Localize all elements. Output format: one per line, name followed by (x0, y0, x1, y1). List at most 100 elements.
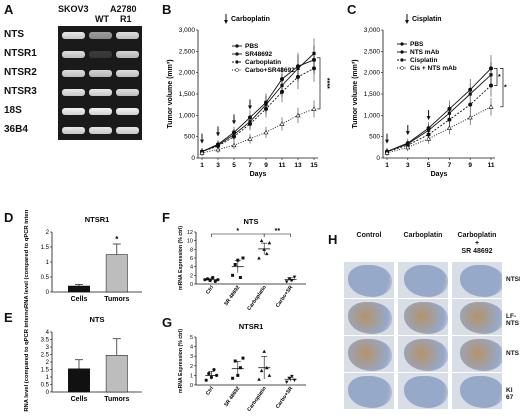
ihc-image-tile (452, 299, 502, 335)
panel-g-label: G (162, 315, 173, 330)
y-tick-label: 3,000 (179, 27, 196, 34)
panel-f: F NTS 0 2 4 6 8 10 12 mRNA Expression (% ctrl) Ct… (160, 210, 320, 315)
legend-label: SR48692 (245, 51, 272, 58)
category-label: Carboplatin (246, 386, 267, 412)
gel-band (62, 127, 85, 134)
y-tick-label: 1.5 (41, 368, 50, 374)
data-point (295, 112, 301, 118)
gel-row (58, 83, 142, 102)
data-point (241, 356, 245, 360)
y-tick-label: 4 (190, 345, 193, 351)
tissue-section (460, 339, 502, 371)
panel-c-label: C (347, 2, 357, 17)
x-tick-label: 7 (448, 162, 452, 169)
data-point (232, 134, 237, 139)
significance-label: * (236, 228, 239, 235)
x-tick-label: 3 (406, 162, 410, 169)
ihc-image-tile (344, 373, 394, 409)
ihc-image-tile (344, 336, 394, 372)
series-line (201, 59, 315, 153)
y-tick-label: 2,000 (364, 70, 381, 77)
data-point (238, 276, 242, 279)
chart-title: NTSR1 (239, 322, 264, 331)
gel-band (89, 89, 112, 96)
data-point (231, 273, 235, 277)
legend-marker (235, 44, 239, 48)
data-point (263, 129, 269, 135)
ihc-row-label: LF-NTS (506, 313, 519, 327)
data-point (264, 106, 269, 111)
data-point (292, 275, 297, 279)
data-point (312, 66, 317, 71)
y-tick-label: 10 (187, 239, 193, 245)
panel-d-label: D (4, 210, 14, 225)
gel-band (116, 70, 139, 77)
ihc-row-label: NTSR1 (506, 276, 520, 283)
legend-marker (400, 42, 404, 46)
ihc-column-title: Control (356, 232, 382, 239)
y-tick-label: 1 (190, 373, 193, 379)
y-tick-label: 2 (46, 230, 50, 236)
data-point (265, 251, 269, 256)
ihc-image-tile (452, 336, 502, 372)
tissue-section (348, 302, 392, 334)
y-tick-label: 0 (190, 383, 193, 389)
data-point (468, 92, 472, 96)
data-point (262, 349, 266, 353)
series-line (386, 106, 492, 154)
tissue-section (348, 339, 392, 371)
category-label: Tumors (104, 296, 129, 303)
data-point (213, 279, 217, 283)
ihc-row-label: NTS (506, 350, 519, 357)
y-tick-label: 1.5 (41, 245, 50, 251)
x-tick-label: 9 (264, 162, 268, 169)
x-tick-label: 3 (216, 162, 220, 169)
gel-band (62, 89, 85, 96)
data-point (405, 144, 411, 150)
y-tick-label: 3,000 (364, 27, 381, 34)
x-tick-label: 5 (232, 162, 236, 169)
y-axis-label: Tumor volume (mm³) (167, 59, 174, 128)
series-line (386, 68, 492, 153)
significance-bracket (263, 233, 291, 237)
series-line (386, 74, 492, 153)
x-tick-label: 11 (488, 162, 495, 169)
ihc-image-tile (344, 299, 394, 335)
x-tick-label: 15 (310, 162, 318, 169)
gel-row (58, 64, 142, 83)
gel-row (58, 121, 142, 140)
panel-e: E NTS 0 0.5 1 1.5 2 2.5 3 3.5 4 NTS mRNA level (co… (0, 294, 160, 417)
gel-band (62, 51, 85, 58)
y-tick-label: 1,500 (364, 91, 381, 98)
x-tick-label: 13 (294, 162, 302, 169)
legend-marker (400, 50, 404, 54)
significance-bracket (317, 57, 321, 110)
category-label: Carbo+SR (275, 386, 295, 410)
data-point (267, 241, 272, 245)
data-point (312, 51, 316, 56)
panel-f-label: F (162, 210, 170, 225)
significance-bracket (500, 68, 504, 108)
data-point (259, 368, 264, 373)
gel-band (116, 127, 139, 134)
data-point (468, 102, 473, 107)
significance-label: * (115, 235, 119, 244)
data-point (257, 377, 261, 381)
gel-band (116, 108, 139, 115)
sub-title-r1: R1 (120, 14, 132, 24)
y-axis-label: mRNA Expression (% ctrl) (178, 226, 184, 290)
y-tick-label: 3 (190, 354, 193, 360)
data-point (259, 238, 264, 243)
legend-label: Carboplatin (245, 59, 281, 66)
tissue-section (460, 376, 502, 408)
x-tick-label: 7 (248, 162, 252, 169)
y-tick-label: 3 (46, 345, 50, 351)
data-point (231, 142, 237, 148)
y-tick-label: 0.5 (41, 275, 50, 281)
panel-h-label: H (328, 232, 338, 247)
data-point (212, 368, 216, 372)
legend-label: Cisplatin (410, 57, 437, 64)
y-tick-label: 1 (46, 260, 50, 266)
x-tick-label: 1 (385, 162, 389, 169)
